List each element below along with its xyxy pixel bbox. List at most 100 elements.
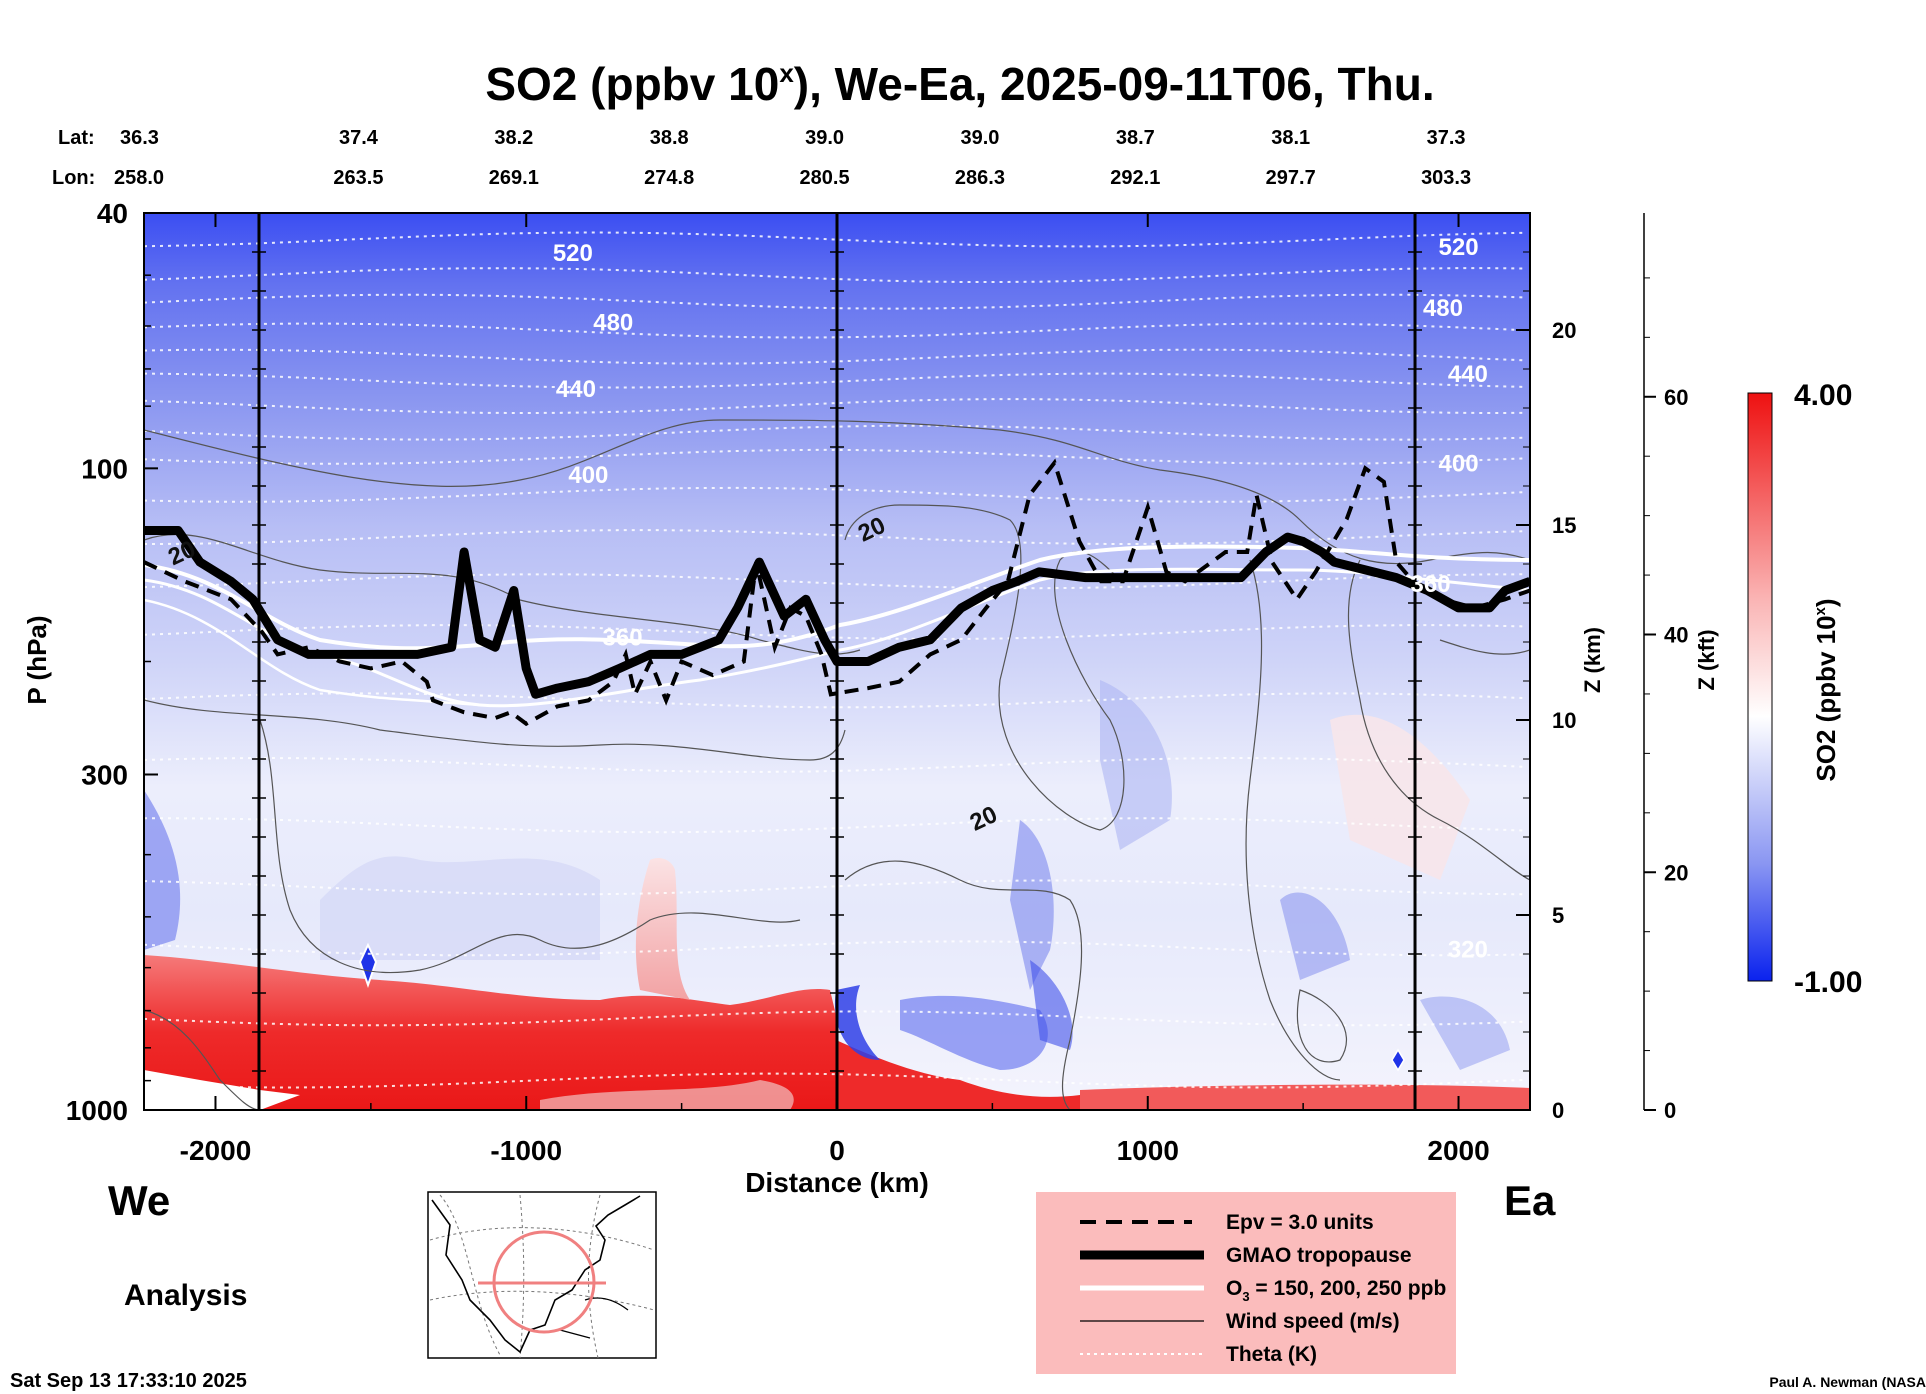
lon-heading: Lon: <box>52 167 95 189</box>
colorbar: 4.00 -1.00 SO2 (ppbv 10x) <box>1747 379 1862 999</box>
x-tick-label: 2000 <box>1427 1135 1489 1166</box>
theta-contour-label: 520 <box>553 240 593 267</box>
theta-contour-label: 480 <box>593 309 633 336</box>
theta-line <box>144 573 1524 590</box>
station-lat: 38.1 <box>1271 127 1310 149</box>
station-lon: 297.7 <box>1266 167 1316 189</box>
z-km-label: Z (km) <box>1580 627 1605 693</box>
station-lon: 303.3 <box>1421 167 1471 189</box>
station-lon: 292.1 <box>1110 167 1160 189</box>
colorbar-max-label: 4.00 <box>1794 379 1852 412</box>
station-lat: 38.2 <box>494 127 533 149</box>
theta-line <box>144 529 1524 546</box>
theta-line <box>144 348 1524 365</box>
theta-line <box>144 940 1524 957</box>
credit: Paul A. Newman (NASA <box>1769 1374 1926 1390</box>
gmao-tropopause-line <box>144 526 1530 699</box>
station-lat: 37.3 <box>1427 127 1466 149</box>
theta-line <box>144 756 1524 773</box>
x-tick-label: -1000 <box>490 1135 562 1166</box>
x-axis: -2000 -1000 0 1000 2000 <box>180 213 1490 1166</box>
theta-line <box>144 448 1524 465</box>
z-kft-tick-label: 0 <box>1664 1098 1676 1123</box>
theta-line <box>144 398 1524 415</box>
y-tick-label: 300 <box>81 759 128 790</box>
theta-line <box>144 231 1524 248</box>
z-km-tick-label: 5 <box>1552 903 1564 928</box>
theta-contour-label: 480 <box>1423 295 1463 322</box>
inset-map <box>427 1191 657 1359</box>
epv-line <box>144 458 1530 727</box>
x-tick-label: 0 <box>829 1135 845 1166</box>
theta-line <box>144 486 1524 503</box>
z-kft-axis: 0 20 40 60 <box>1643 213 1688 1123</box>
y-tick-label: 40 <box>97 198 128 229</box>
legend: Epv = 3.0 units GMAO tropopause O3 = 150… <box>1036 1192 1456 1374</box>
x-axis-label: Distance (km) <box>745 1167 929 1198</box>
station-lon: 280.5 <box>800 167 850 189</box>
timestamp: Sat Sep 13 17:33:10 2025 <box>10 1370 247 1392</box>
theta-contour-label: 400 <box>1439 451 1479 478</box>
theta-line <box>144 692 1524 709</box>
station-lat: 38.8 <box>650 127 689 149</box>
theta-line <box>144 1010 1524 1027</box>
legend-label-tropopause: GMAO tropopause <box>1226 1244 1412 1267</box>
z-kft-tick-label: 40 <box>1664 623 1688 648</box>
station-lat: 37.4 <box>339 127 379 149</box>
theta-line <box>144 817 1524 834</box>
station-lon: 258.0 <box>114 167 164 189</box>
ozone-contours <box>144 544 1530 708</box>
legend-label-ozone: O3 = 150, 200, 250 ppb <box>1226 1277 1446 1304</box>
theta-contour-label: 520 <box>1439 234 1479 261</box>
station-lat: 39.0 <box>805 127 844 149</box>
theta-line <box>144 1072 1524 1089</box>
station-lat: 39.0 <box>960 127 999 149</box>
station-lat: 36.3 <box>120 127 159 149</box>
legend-label-epv: Epv = 3.0 units <box>1226 1211 1374 1234</box>
z-km-axis: 0 5 10 15 20 <box>1516 251 1576 1123</box>
z-km-tick-label: 0 <box>1552 1098 1564 1123</box>
theta-line <box>144 322 1524 339</box>
lat-heading: Lat: <box>58 127 95 149</box>
colorbar-scale <box>1747 392 1773 982</box>
theta-line <box>144 624 1524 641</box>
analysis-label: Analysis <box>124 1279 247 1312</box>
legend-label-theta: Theta (K) <box>1226 1343 1317 1366</box>
theta-contour-label: 440 <box>1448 361 1488 388</box>
station-labels: 36.3 258.0 37.4 263.5 38.2 269.1 38.8 274.8 39.0… <box>114 127 1471 189</box>
theta-contour-label: 400 <box>568 462 608 489</box>
theta-contour-label: 360 <box>603 625 643 652</box>
colorbar-title: SO2 (ppbv 10x) <box>1811 598 1841 781</box>
theta-contour-label: 320 <box>1448 936 1488 963</box>
y-tick-label: 1000 <box>66 1095 128 1126</box>
x-tick-label: -2000 <box>180 1135 252 1166</box>
colorbar-min-label: -1.00 <box>1794 966 1862 999</box>
section-markers <box>251 213 1423 1111</box>
chart-title: SO2 (ppbv 10x), We-Ea, 2025-09-11T06, Th… <box>485 58 1434 110</box>
theta-line <box>144 293 1524 310</box>
east-label: Ea <box>1504 1177 1556 1224</box>
theta-contour-label: 360 <box>1411 571 1451 598</box>
station-lat: 38.7 <box>1116 127 1155 149</box>
z-kft-label: Z (kft) <box>1694 629 1719 690</box>
z-kft-tick-label: 20 <box>1664 860 1688 885</box>
legend-label-wind: Wind speed (m/s) <box>1226 1310 1400 1333</box>
z-km-tick-label: 15 <box>1552 513 1576 538</box>
theta-contour-label: 440 <box>556 376 596 403</box>
theta-line <box>144 879 1524 896</box>
station-lon: 274.8 <box>644 167 694 189</box>
x-tick-label: 1000 <box>1117 1135 1179 1166</box>
z-km-tick-label: 10 <box>1552 708 1576 733</box>
y-axis-label: P (hPa) <box>22 615 52 704</box>
z-km-tick-label: 20 <box>1552 318 1576 343</box>
theta-line <box>144 267 1524 283</box>
station-lon: 269.1 <box>489 167 539 189</box>
y-tick-label: 100 <box>81 453 128 484</box>
theta-line <box>144 372 1524 389</box>
station-lon: 263.5 <box>333 167 383 189</box>
station-lon: 286.3 <box>955 167 1005 189</box>
theta-contours <box>144 231 1524 1089</box>
y-axis: 40 100 300 1000 <box>66 198 158 1126</box>
